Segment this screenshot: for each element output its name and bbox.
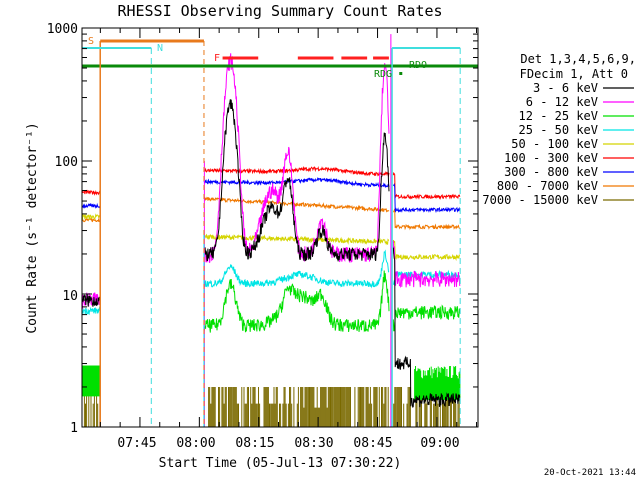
series-300-800 — [81, 176, 461, 214]
night-flag — [82, 47, 461, 427]
flag-label-saa: S — [88, 36, 94, 47]
plot-frame — [81, 27, 479, 428]
legend-label-12-25: 12 - 25 keV — [519, 109, 598, 123]
chart-title: RHESSI Observing Summary Count Rates — [117, 2, 442, 20]
legend-label-800-7000: 800 - 7000 keV — [497, 179, 598, 193]
flare-flag — [222, 56, 403, 75]
flag-label-flare: F — [214, 53, 220, 64]
series-800-7000 — [81, 196, 460, 231]
legend-label-6-12: 6 - 12 keV — [526, 95, 598, 109]
x-axis — [99, 28, 478, 427]
y-tick-label-10: 10 — [62, 289, 78, 304]
legend-label-25-50: 25 - 50 keV — [519, 123, 598, 137]
y-tick-label-100: 100 — [55, 155, 78, 170]
flag-label-rdo: RDO — [409, 60, 427, 71]
x-tick-label-0900: 09:00 — [420, 436, 459, 451]
series-100-300 — [81, 165, 461, 200]
x-axis-label: Start Time (05-Jul-13 07:30:22) — [159, 456, 402, 471]
flag-label-night: N — [157, 43, 163, 54]
legend-label-50-100: 50 - 100 keV — [511, 137, 598, 151]
series-12-25 — [81, 270, 461, 388]
legend-label-300-800: 300 - 800 keV — [504, 165, 598, 179]
legend-header-line-2: FDecim 1, Att 0 — [520, 67, 628, 81]
legend: 3 - 6 keV 6 - 12 keV 12 - 25 keV 25 - 50… — [482, 81, 634, 207]
x-tick-label-0745: 07:45 — [117, 436, 156, 451]
y-tick-label-1: 1 — [70, 421, 78, 436]
series-layer — [81, 34, 461, 427]
timestamp: 20-Oct-2021 13:44 — [544, 468, 636, 478]
legend-label-7000-15000: 7000 - 15000 keV — [482, 193, 598, 207]
x-tick-label-0845: 08:45 — [353, 436, 392, 451]
series-7000-15000 — [83, 387, 460, 427]
flag-label-rdg: RDG — [374, 69, 392, 80]
y-tick-label-1000: 1000 — [47, 22, 78, 37]
y-axis-label: Count Rate (s⁻¹ detector⁻¹) — [25, 122, 40, 333]
saa-flag — [99, 39, 205, 427]
x-tick-label-0800: 08:00 — [176, 436, 215, 451]
flag-layer — [82, 39, 478, 427]
series-3-6 — [81, 99, 461, 408]
legend-header-line-1: Det 1,3,4,5,6,9, — [520, 52, 636, 66]
legend-label-3-6: 3 - 6 keV — [533, 81, 598, 95]
legend-label-100-300: 100 - 300 keV — [504, 151, 598, 165]
x-tick-label-0830: 08:30 — [294, 436, 333, 451]
x-tick-label-0815: 08:15 — [235, 436, 274, 451]
